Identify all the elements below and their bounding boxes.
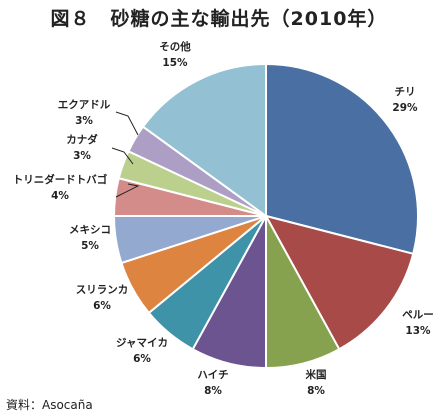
slice-percent-8: 4% [51, 190, 69, 202]
slice-percent-4: 8% [204, 385, 222, 397]
slice-label-1: チリ [395, 86, 416, 98]
slice-label-8: トリニダードトバゴ [13, 173, 108, 186]
source-note: 資料：Asocaña [6, 398, 93, 412]
leader-line-10 [115, 111, 139, 136]
slice-label-9: カナダ [66, 133, 98, 146]
slice-percent-3: 8% [307, 385, 325, 397]
slice-label-6: スリランカ [76, 284, 129, 296]
slice-percent-6: 6% [93, 300, 111, 312]
slice-label-5: ジャマイカ [116, 337, 168, 349]
pie-slice-1 [265, 62, 419, 256]
slice-label-4: ハイチ [197, 369, 228, 381]
slice-label-3: 米国 [305, 368, 327, 381]
slice-label-10: エクアドル [58, 99, 111, 111]
pie-slice-2 [264, 214, 415, 351]
slice-label-7: メキシコ [69, 224, 111, 236]
slice-percent-2: 13% [405, 325, 431, 337]
slice-label-2: ペルー [402, 309, 434, 321]
slice-percent-5: 6% [133, 353, 151, 365]
slice-percent-11: 15% [162, 57, 188, 69]
slice-percent-10: 3% [75, 115, 93, 127]
slice-label-11: その他 [159, 40, 191, 53]
leader-line-9 [111, 147, 134, 165]
slice-percent-7: 5% [81, 240, 99, 252]
pie-slice-11 [141, 62, 267, 218]
slice-percent-9: 3% [73, 150, 91, 162]
chart-title: 図８ 砂糖の主な輸出先（2010年） [50, 8, 388, 30]
slice-percent-1: 29% [392, 102, 418, 114]
leader-line-8 [115, 183, 140, 198]
